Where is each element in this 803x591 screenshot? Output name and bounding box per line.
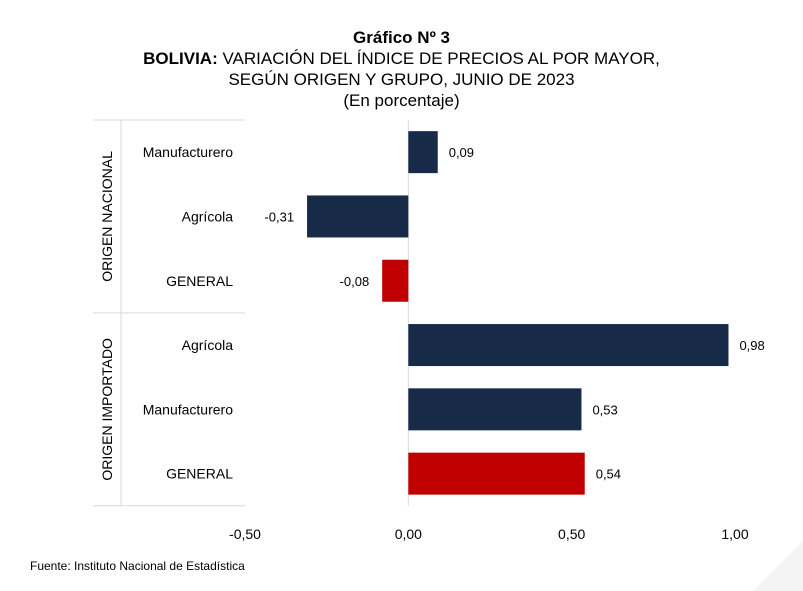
group-label: ORIGEN NACIONAL [99, 151, 115, 282]
category-label: Manufacturero [143, 401, 233, 417]
chart-title-country: BOLIVIA: [143, 49, 218, 68]
bar [408, 452, 585, 495]
chart-title-block: Gráfico Nº 3 BOLIVIA: VARIACIÓN DEL ÍNDI… [0, 27, 803, 111]
source-note: Fuente: Instituto Nacional de Estadístic… [30, 559, 245, 573]
chart-number: Gráfico Nº 3 [353, 28, 450, 47]
bar [382, 259, 409, 302]
category-label: Manufacturero [143, 144, 233, 160]
group-label: ORIGEN IMPORTADO [99, 338, 115, 481]
x-tick-label: 0,50 [558, 526, 585, 542]
data-label: -0,08 [340, 274, 370, 289]
bar [408, 324, 729, 367]
data-label: 0,53 [592, 402, 617, 417]
corner-decoration [753, 541, 803, 591]
category-label: GENERAL [166, 273, 233, 289]
bar [408, 388, 582, 431]
x-tick-label: 0,00 [395, 526, 422, 542]
x-tick-label: -0,50 [229, 526, 261, 542]
category-label: GENERAL [166, 466, 233, 482]
bar [307, 195, 409, 238]
chart-title-line-1: BOLIVIA: VARIACIÓN DEL ÍNDICE DE PRECIOS… [0, 48, 803, 69]
category-label: Agrícola [182, 208, 234, 224]
x-tick-label: 1,00 [721, 526, 748, 542]
bar [408, 131, 438, 174]
chart-title-line-2: SEGÚN ORIGEN Y GRUPO, JUNIO DE 2023 [228, 70, 575, 89]
chart-title-main: VARIACIÓN DEL ÍNDICE DE PRECIOS AL POR M… [222, 49, 660, 68]
chart-unit: (En porcentaje) [343, 91, 460, 110]
data-label: 0,54 [596, 467, 621, 482]
data-label: 0,98 [739, 338, 764, 353]
data-label: -0,31 [264, 209, 294, 224]
data-label: 0,09 [449, 145, 474, 160]
category-label: Agrícola [182, 337, 234, 353]
